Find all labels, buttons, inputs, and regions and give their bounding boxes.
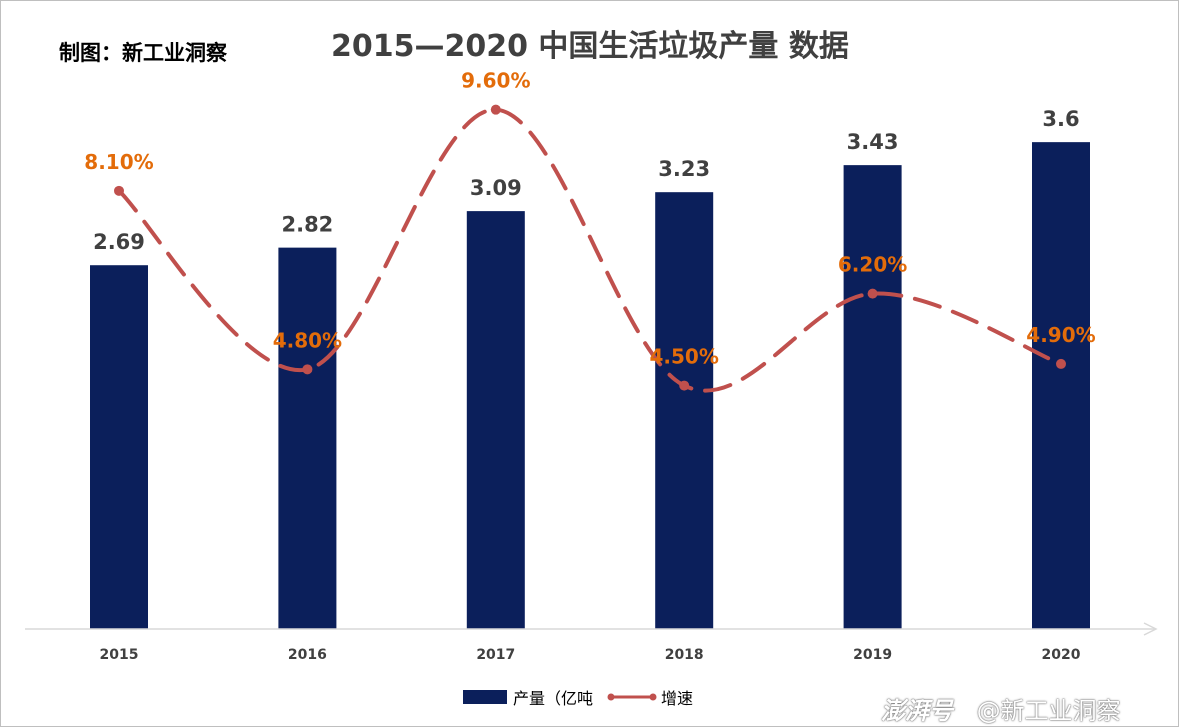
x-tick-label: 2017 — [476, 647, 515, 663]
growth-value-label: 4.50% — [650, 345, 719, 369]
bar-value-label: 2.82 — [281, 213, 333, 237]
labels-layer: 2.69 2.82 3.09 3.23 3.43 3.6 8.10% 4.80% 9.60% 4.… — [84, 69, 1095, 369]
legend-line-swatch — [607, 693, 657, 701]
credit-text: 制图：新工业洞察 — [59, 41, 227, 65]
x-tick-label: 2020 — [1042, 647, 1081, 663]
growth-point — [867, 288, 878, 299]
x-tick-label: 2015 — [100, 647, 139, 663]
bars-layer — [90, 142, 1090, 629]
watermark: 澎湃号 @新工业洞察 — [881, 691, 1121, 726]
growth-point — [114, 185, 124, 196]
bar — [1032, 142, 1090, 629]
x-axis-arrow — [1143, 622, 1158, 636]
growth-point — [302, 364, 313, 375]
growth-point — [1056, 358, 1066, 369]
bar-value-label: 3.09 — [470, 176, 522, 200]
watermark-account: @新工业洞察 — [976, 697, 1121, 725]
x-axis: 2015 2016 2017 2018 2019 2020 — [25, 622, 1158, 663]
bar — [90, 265, 148, 629]
growth-value-label: 4.90% — [1026, 323, 1095, 347]
growth-value-label: 9.60% — [461, 69, 530, 93]
growth-value-label: 4.80% — [273, 328, 342, 352]
bar-value-label: 3.6 — [1042, 107, 1079, 131]
growth-line — [117, 107, 1063, 393]
chart-title: 2015—2020 中国生活垃圾产量 数据 — [331, 29, 849, 64]
watermark-brand: 澎湃号 — [881, 697, 953, 725]
bar-value-label: 2.69 — [93, 230, 145, 254]
growth-value-label: 6.20% — [838, 253, 907, 277]
bar-value-label: 3.23 — [658, 157, 710, 181]
growth-point — [490, 104, 501, 115]
bar-value-label: 3.43 — [847, 130, 899, 154]
x-tick-label: 2018 — [665, 647, 704, 663]
legend-bar-swatch — [463, 690, 507, 704]
bar — [843, 165, 902, 629]
bar — [466, 211, 525, 629]
legend-bar-label: 产量（亿吨 — [513, 689, 594, 708]
x-tick-label: 2016 — [288, 647, 327, 663]
legend-line-label: 增速 — [661, 689, 694, 708]
growth-line-layer — [114, 104, 1066, 393]
bar — [655, 192, 714, 629]
x-tick-label: 2019 — [853, 647, 892, 663]
bar — [278, 247, 337, 629]
growth-value-label: 8.10% — [84, 150, 153, 174]
growth-point — [679, 380, 690, 391]
legend: 产量（亿吨 增速 — [463, 685, 693, 709]
